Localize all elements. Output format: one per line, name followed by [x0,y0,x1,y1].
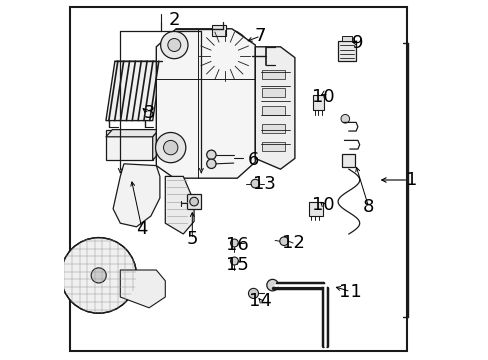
Circle shape [230,257,238,265]
Circle shape [250,179,259,188]
Text: 9: 9 [351,34,363,52]
Bar [106,130,152,160]
Polygon shape [156,29,255,178]
Polygon shape [113,164,160,227]
Polygon shape [255,47,294,169]
Circle shape [167,39,181,51]
Text: 10: 10 [312,88,334,106]
Bar [261,124,285,133]
Polygon shape [165,176,194,234]
Circle shape [340,114,349,123]
Polygon shape [120,270,165,308]
Bar [309,202,322,216]
Circle shape [209,41,239,71]
Bar [186,194,201,209]
Text: 5: 5 [186,230,198,248]
Circle shape [189,197,198,206]
Circle shape [155,132,185,163]
Circle shape [279,237,288,246]
Bar [341,36,352,41]
Bar [212,25,226,36]
Polygon shape [152,130,159,160]
Polygon shape [106,130,159,137]
Bar [261,106,285,115]
Bar [261,70,285,79]
Text: 4: 4 [136,220,147,238]
Circle shape [61,238,136,313]
Text: 7: 7 [254,27,266,45]
Circle shape [206,150,216,159]
Text: 8: 8 [362,198,374,216]
Text: 3: 3 [143,104,155,122]
Circle shape [248,288,258,298]
Bar [337,41,355,61]
Circle shape [266,279,278,291]
Text: 15: 15 [225,256,248,274]
Circle shape [163,140,178,155]
Text: 12: 12 [281,234,304,252]
Bar [312,95,324,110]
Circle shape [160,31,187,59]
Text: 11: 11 [339,283,361,301]
Polygon shape [106,61,162,121]
Bar [261,88,285,97]
Text: 2: 2 [168,11,180,29]
Text: 1: 1 [406,171,417,189]
Text: 16: 16 [225,236,248,254]
Text: 14: 14 [249,292,272,310]
Circle shape [197,29,251,83]
Text: 6: 6 [247,151,259,169]
Bar [261,142,285,151]
Text: 13: 13 [252,175,275,193]
Circle shape [91,268,106,283]
Circle shape [230,239,238,247]
Bar [341,154,355,167]
Text: 10: 10 [312,196,334,214]
Circle shape [220,52,228,60]
Circle shape [206,159,216,168]
